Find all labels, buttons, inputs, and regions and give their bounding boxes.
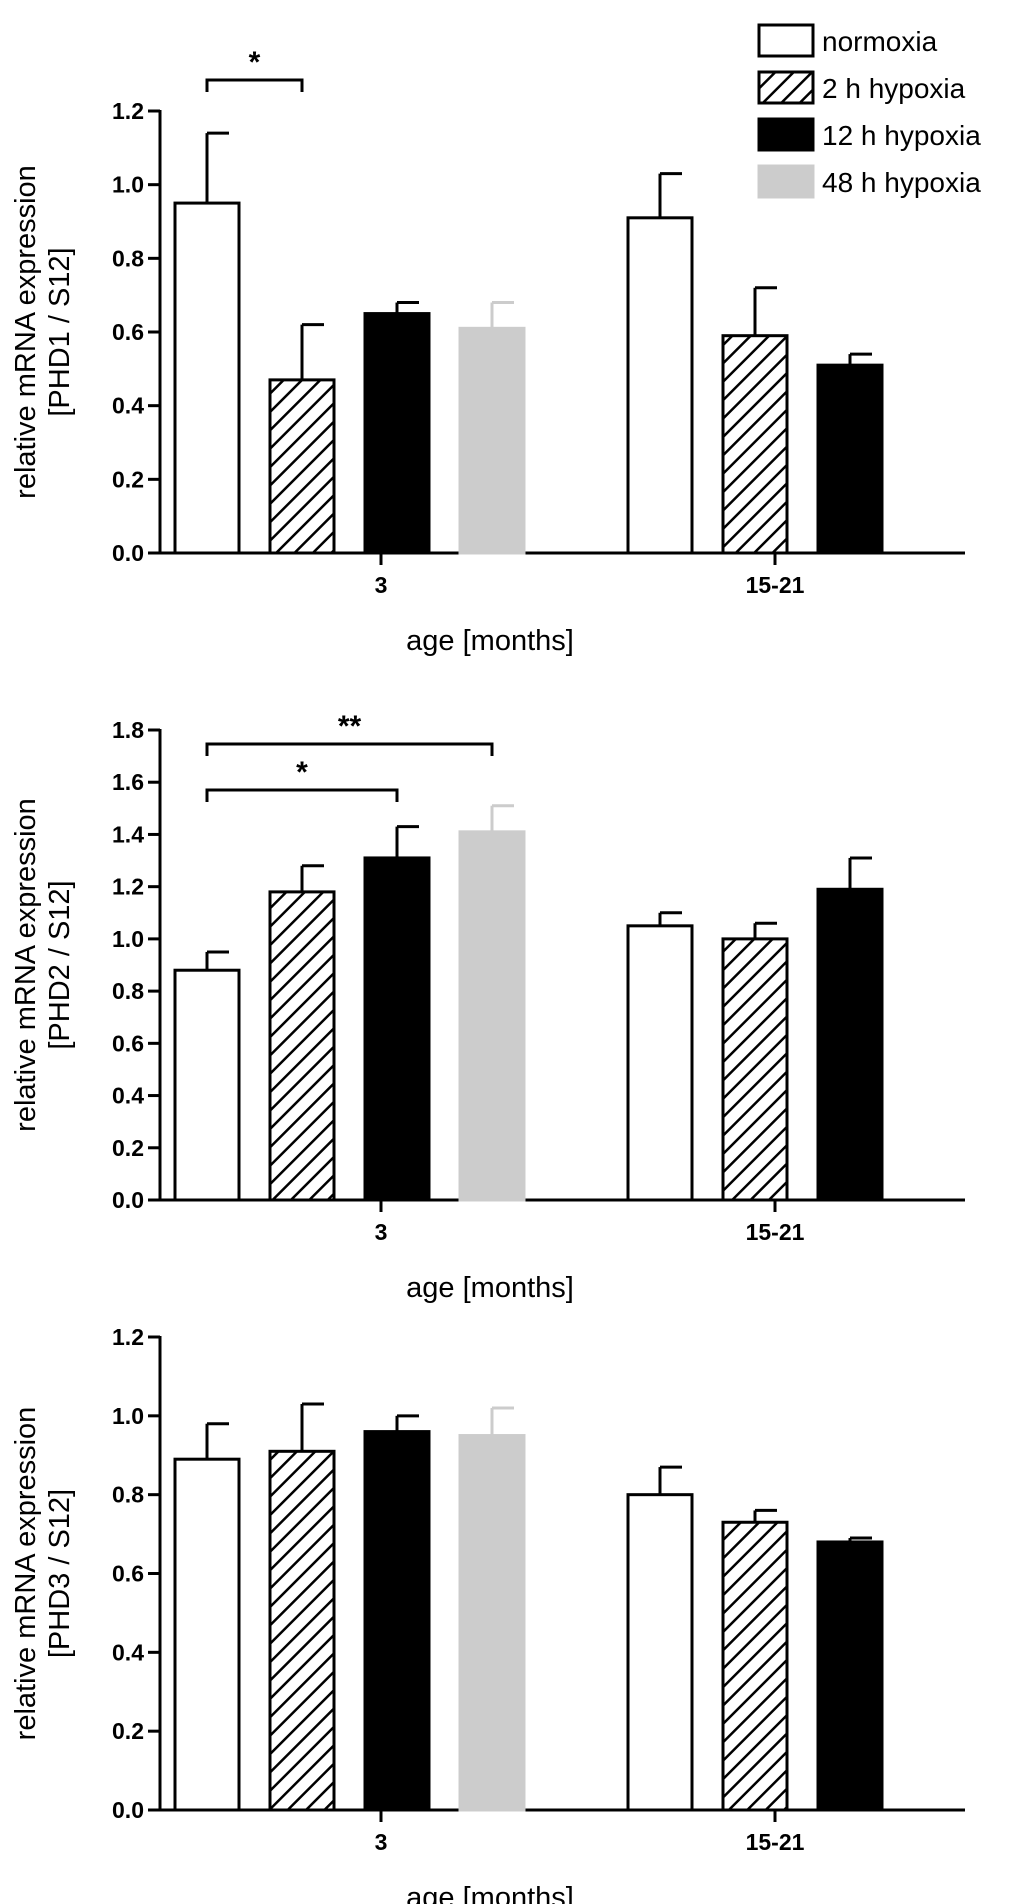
legend-swatch	[757, 23, 815, 58]
bar	[458, 830, 526, 1202]
y-tick-label: 1.2	[112, 1324, 144, 1350]
y-tick-label: 1.8	[112, 717, 144, 743]
legend-label: normoxia	[822, 26, 938, 57]
bar	[173, 968, 241, 1202]
legend-label: 48 h hypoxia	[822, 167, 981, 198]
y-tick-label: 0.4	[112, 1083, 144, 1109]
x-axis-title: age [months]	[406, 1272, 574, 1304]
bar	[721, 1520, 789, 1812]
bar	[173, 201, 241, 555]
y-tick-label: 0.2	[112, 1718, 144, 1744]
bar	[721, 334, 789, 555]
bar	[626, 1493, 694, 1812]
bar	[363, 856, 431, 1202]
legend: normoxia 2 h hypoxia 12 h hypoxia 48 h hypo…	[757, 23, 981, 199]
y-tick-label: 1.2	[112, 98, 144, 124]
significance-label: *	[296, 756, 308, 789]
x-tick-label: 15-21	[746, 1829, 805, 1855]
y-axis-title: [PHD3 / S12]	[44, 1489, 76, 1658]
y-tick-label: 0.0	[112, 1187, 144, 1213]
bar	[816, 1540, 884, 1812]
x-tick-label: 3	[375, 1829, 388, 1855]
x-axis-title: age [months]	[406, 625, 574, 657]
y-axis-title: relative mRNA expression	[10, 1407, 42, 1741]
significance-label: *	[249, 46, 261, 79]
y-tick-label: 1.0	[112, 1403, 144, 1429]
y-tick-label: 0.8	[112, 978, 144, 1004]
x-tick-label: 15-21	[746, 572, 805, 598]
y-tick-label: 0.6	[112, 1561, 144, 1587]
y-tick-label: 0.2	[112, 466, 144, 492]
y-tick-label: 0.8	[112, 245, 144, 271]
y-tick-label: 1.4	[112, 821, 144, 847]
legend-label: 2 h hypoxia	[822, 73, 966, 104]
x-tick-label: 3	[375, 572, 388, 598]
y-tick-label: 0.4	[112, 393, 144, 419]
y-tick-label: 1.6	[112, 769, 144, 795]
bar	[816, 363, 884, 555]
y-tick-label: 1.0	[112, 926, 144, 952]
y-axis-title: [PHD1 / S12]	[44, 247, 76, 416]
y-tick-label: 0.0	[112, 540, 144, 566]
bar	[268, 378, 336, 555]
chart-panel-1: 0.0 0.2 0.4 0.6 0.8 1.0 1.2 relative mRNA expre…	[10, 46, 965, 657]
bar	[458, 326, 526, 555]
legend-swatch	[757, 70, 815, 105]
bar	[363, 1430, 431, 1812]
bar	[268, 890, 336, 1202]
y-tick-label: 1.2	[112, 874, 144, 900]
bar	[816, 887, 884, 1202]
bar	[721, 937, 789, 1202]
bar	[173, 1457, 241, 1812]
x-tick-label: 3	[375, 1219, 388, 1245]
significance-bracket	[205, 78, 304, 92]
legend-swatch	[757, 164, 815, 199]
y-tick-label: 0.2	[112, 1135, 144, 1161]
bar	[268, 1449, 336, 1812]
chart-panels: 0.0 0.2 0.4 0.6 0.8 1.0 1.2 relative mRNA expre…	[10, 46, 965, 1904]
significance-label: **	[338, 710, 362, 743]
bar	[626, 924, 694, 1202]
legend-label: 12 h hypoxia	[822, 120, 981, 151]
y-tick-label: 0.8	[112, 1482, 144, 1508]
y-tick-label: 0.6	[112, 319, 144, 345]
x-axis-title: age [months]	[406, 1882, 574, 1904]
bar	[458, 1434, 526, 1812]
y-tick-label: 0.0	[112, 1797, 144, 1823]
significance-bracket	[205, 788, 399, 802]
y-axis-title: relative mRNA expression	[10, 165, 42, 499]
y-tick-label: 1.0	[112, 172, 144, 198]
x-tick-label: 15-21	[746, 1219, 805, 1245]
bar	[626, 216, 694, 555]
legend-swatch	[757, 117, 815, 152]
y-axis-title: [PHD2 / S12]	[44, 880, 76, 1049]
bar	[363, 312, 431, 555]
y-tick-label: 0.6	[112, 1030, 144, 1056]
y-tick-label: 0.4	[112, 1639, 144, 1665]
chart-panel-3: 0.0 0.2 0.4 0.6 0.8 1.0 1.2 relative mRNA expre…	[10, 1324, 965, 1904]
y-axis-title: relative mRNA expression	[10, 798, 42, 1132]
significance-bracket	[205, 742, 494, 756]
chart-panel-2: 0.0 0.2 0.4 0.6 0.8 1.0 1.2 1.4 1.6 1.8 relative m…	[10, 710, 965, 1304]
